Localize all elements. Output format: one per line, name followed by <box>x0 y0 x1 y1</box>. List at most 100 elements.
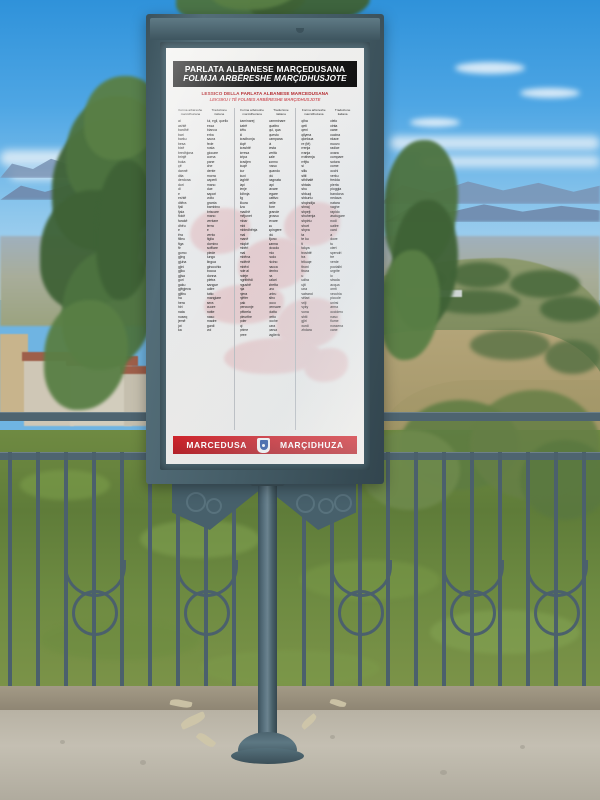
bracket-scroll-ornament <box>318 498 334 514</box>
lexicon-word: kiqë <box>239 141 246 146</box>
translation-word: rdace <box>330 137 339 142</box>
lexicon-word: pleurthe <box>239 314 252 319</box>
lexicon-column-pair-3: Forma arbëreshe marcidhuzana qiha qeti qen… <box>295 108 357 430</box>
lexicon-word: lapi <box>239 182 245 187</box>
bracket-scroll-ornament <box>206 498 222 514</box>
lexicon-word: kur <box>239 169 245 174</box>
lexicon-word: vyky <box>301 305 309 310</box>
translation-word: gurdi <box>206 323 215 328</box>
translation-word: compare <box>330 155 344 160</box>
lexicon-word: qilyma <box>301 132 312 137</box>
lexicon-word: mal <box>239 250 246 255</box>
lexicon-column-pair-1: Forma arbëreshe marcidhuzana ai ashtë bard… <box>173 108 234 430</box>
translation-word: vecchia <box>330 291 342 296</box>
village-roof <box>120 366 158 374</box>
translation-word: lapi <box>268 182 274 187</box>
lexicon-word: krresa <box>239 150 250 155</box>
translation-word: rosso <box>268 164 277 169</box>
translation-word: arma <box>330 305 338 310</box>
lexicon-word: si <box>301 164 304 169</box>
lexicon-word: shyra <box>301 228 310 233</box>
translation-word: tre <box>330 255 335 260</box>
lexicon-word: dhëu <box>178 223 186 228</box>
bracket-scroll-ornament <box>296 494 315 513</box>
translation-word: fredda <box>330 178 340 183</box>
lexicon-word: shuhenja <box>301 214 316 219</box>
lexicon-word: fir <box>178 246 181 251</box>
cloud <box>410 118 460 127</box>
translation-word: vaghe <box>330 205 340 210</box>
translation-word: mano <box>206 214 216 219</box>
poster-subtitle: LESSICO DELLA PARLATA ALBANESE MARCEDUSA… <box>173 91 357 103</box>
term-list: qiha qeti qeni qilyma qkeloua re (të) rrenja rr… <box>301 119 326 333</box>
lexicon-word: vatrand <box>301 291 313 296</box>
translation-word: grosso <box>268 214 279 219</box>
translation-word: cane <box>330 128 338 133</box>
translation-word: erba <box>206 132 214 137</box>
lexicon-word: dannë <box>178 169 188 174</box>
railing-ornament-loop <box>534 590 580 636</box>
sign-post <box>258 480 277 740</box>
translation-word: urgrite <box>330 269 340 274</box>
lexicon-word: bixë <box>178 146 185 151</box>
translation-word: verità <box>268 150 277 155</box>
lexicon-word: ujti <box>301 282 306 287</box>
pavement-texture <box>60 740 65 744</box>
translation-list: cielo cinta cane cucina rdace nuovo radice ovar… <box>330 119 355 333</box>
translation-word: fiume <box>330 319 339 324</box>
sign-hanger-tab <box>296 28 304 33</box>
lexicon-word: una <box>301 287 308 292</box>
translation-word: unirsi <box>330 300 339 305</box>
translation-word: pelle <box>268 200 276 205</box>
olive-grove <box>470 330 550 360</box>
lexicon-word: ta <box>301 232 305 237</box>
translation-word: na <box>268 273 273 278</box>
lexicon-word: pak <box>239 300 246 305</box>
translation-word: volto <box>206 196 214 201</box>
lexicon-word: prime <box>239 328 249 333</box>
translation-word: piatta <box>268 309 277 314</box>
lexicon-word: manë <box>239 237 249 242</box>
lexicon-word: e <box>178 191 180 196</box>
translation-word: cara <box>268 323 276 328</box>
translation-word: petto <box>268 314 277 319</box>
translation-word: uaitre <box>330 223 339 228</box>
translation-word: rapido <box>330 209 340 214</box>
translation-word: poco <box>268 300 276 305</box>
translation-word: pensare <box>268 305 281 310</box>
column-header-translation: Traduzione italiana <box>211 108 227 116</box>
lexicon-word: rrëjtu <box>301 159 310 164</box>
lexicon-word: thoni <box>301 264 309 269</box>
translation-word: naso <box>330 314 338 319</box>
lexicon-word: guri <box>178 278 184 283</box>
lexicon-word: gjing <box>178 255 186 260</box>
translation-word: dente <box>206 169 216 174</box>
translation-word: verku <box>330 173 339 178</box>
town-name-arberesh: MARÇIDHUZA <box>280 440 344 450</box>
lexicon-word: trikuqe <box>301 259 312 264</box>
translation-word: fede <box>206 141 214 146</box>
translation-word: spingere <box>268 228 282 233</box>
translation-word: untru <box>268 291 277 296</box>
translation-word: campana <box>268 137 283 142</box>
translation-word: due <box>206 187 213 192</box>
translation-word: stretta <box>268 282 278 287</box>
lexicon-word: u <box>301 273 304 278</box>
lexicon-word: këtu <box>239 128 247 133</box>
lexicon-word: likura <box>239 200 248 205</box>
translation-word: voi <box>206 328 212 333</box>
lexicon-translation-column: Traduzione italiana cielo cinta cane cucina… <box>328 108 357 430</box>
railing-bar <box>414 452 418 692</box>
lexicon-word: di <box>178 187 181 192</box>
translation-word: altro <box>268 296 276 301</box>
lexicon-word: kripa <box>239 155 248 160</box>
translation-word: sale <box>268 155 275 160</box>
lexicon-word: barku <box>178 137 187 142</box>
translation-word: figlia <box>206 237 214 242</box>
translation-word: caperli <box>206 178 217 183</box>
lexicon-word: lig <box>239 196 244 201</box>
translation-word: questo <box>268 132 279 137</box>
lexicon-word: gjiku <box>178 269 185 274</box>
translation-word: mano <box>206 182 216 187</box>
lexicon-table: Forma arbëreshe marcidhuzana ai ashtë bard… <box>173 108 357 430</box>
